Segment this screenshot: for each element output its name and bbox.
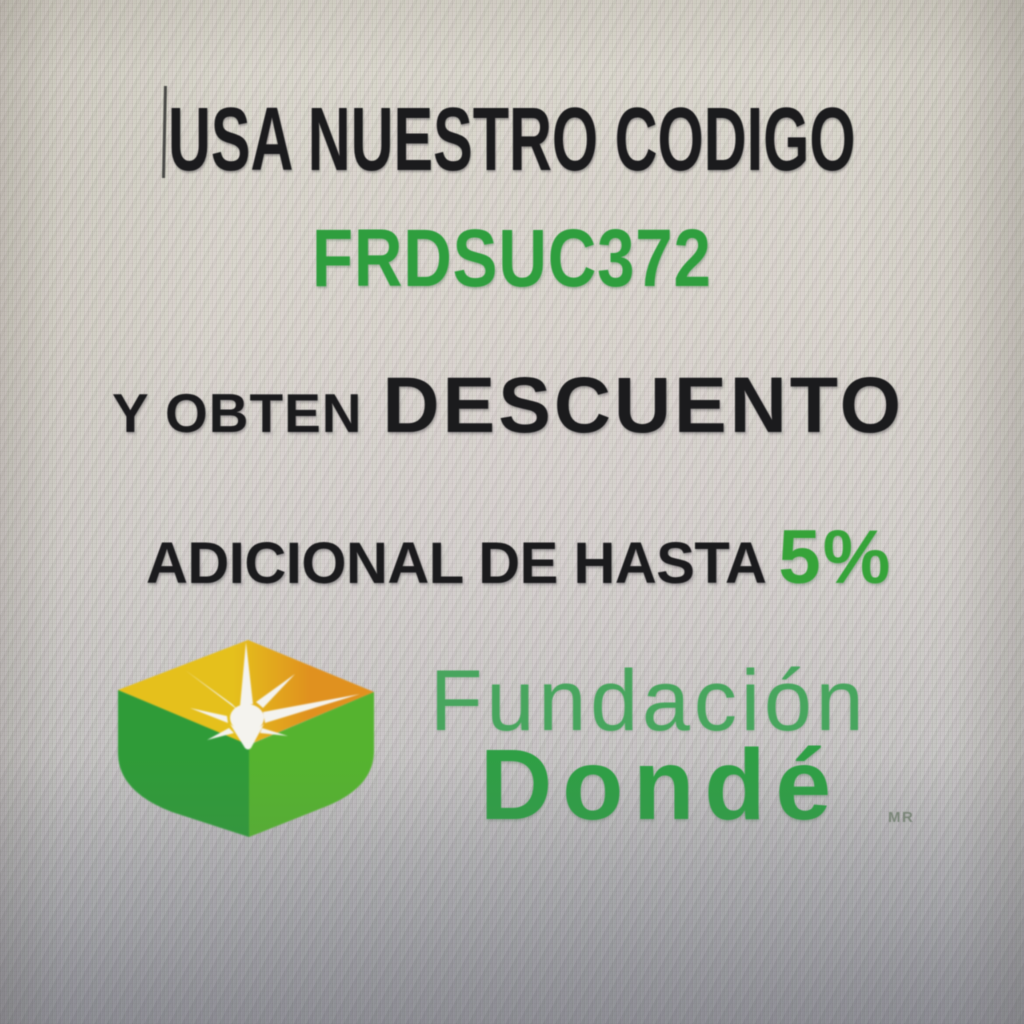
promo-code: FRDSUC372 xyxy=(312,213,712,304)
discount-percent: 5% xyxy=(778,515,893,600)
headline-discount-prefix: Y OBTEN xyxy=(112,382,363,444)
fundacion-donde-logo-icon xyxy=(118,640,374,837)
headline-additional-text: ADICIONAL DE HASTA xyxy=(146,531,767,596)
text-cursor xyxy=(162,85,167,179)
headline-discount: Y OBTEN DESCUENTO xyxy=(112,365,904,444)
brand-fundacion: Fundación xyxy=(430,653,868,749)
logo-starburst-icon xyxy=(185,642,360,750)
headline-additional: ADICIONAL DE HASTA 5% xyxy=(146,520,892,596)
headline-discount-word: DESCUENTO xyxy=(382,360,905,449)
logo-box-right-face xyxy=(249,692,374,837)
brand-donde: Dondé xyxy=(480,729,842,841)
headline-use-our-code: USA NUESTRO CODIGO xyxy=(168,90,856,190)
trademark-mr: MR xyxy=(888,809,915,826)
logo-box-left-face xyxy=(118,690,249,837)
